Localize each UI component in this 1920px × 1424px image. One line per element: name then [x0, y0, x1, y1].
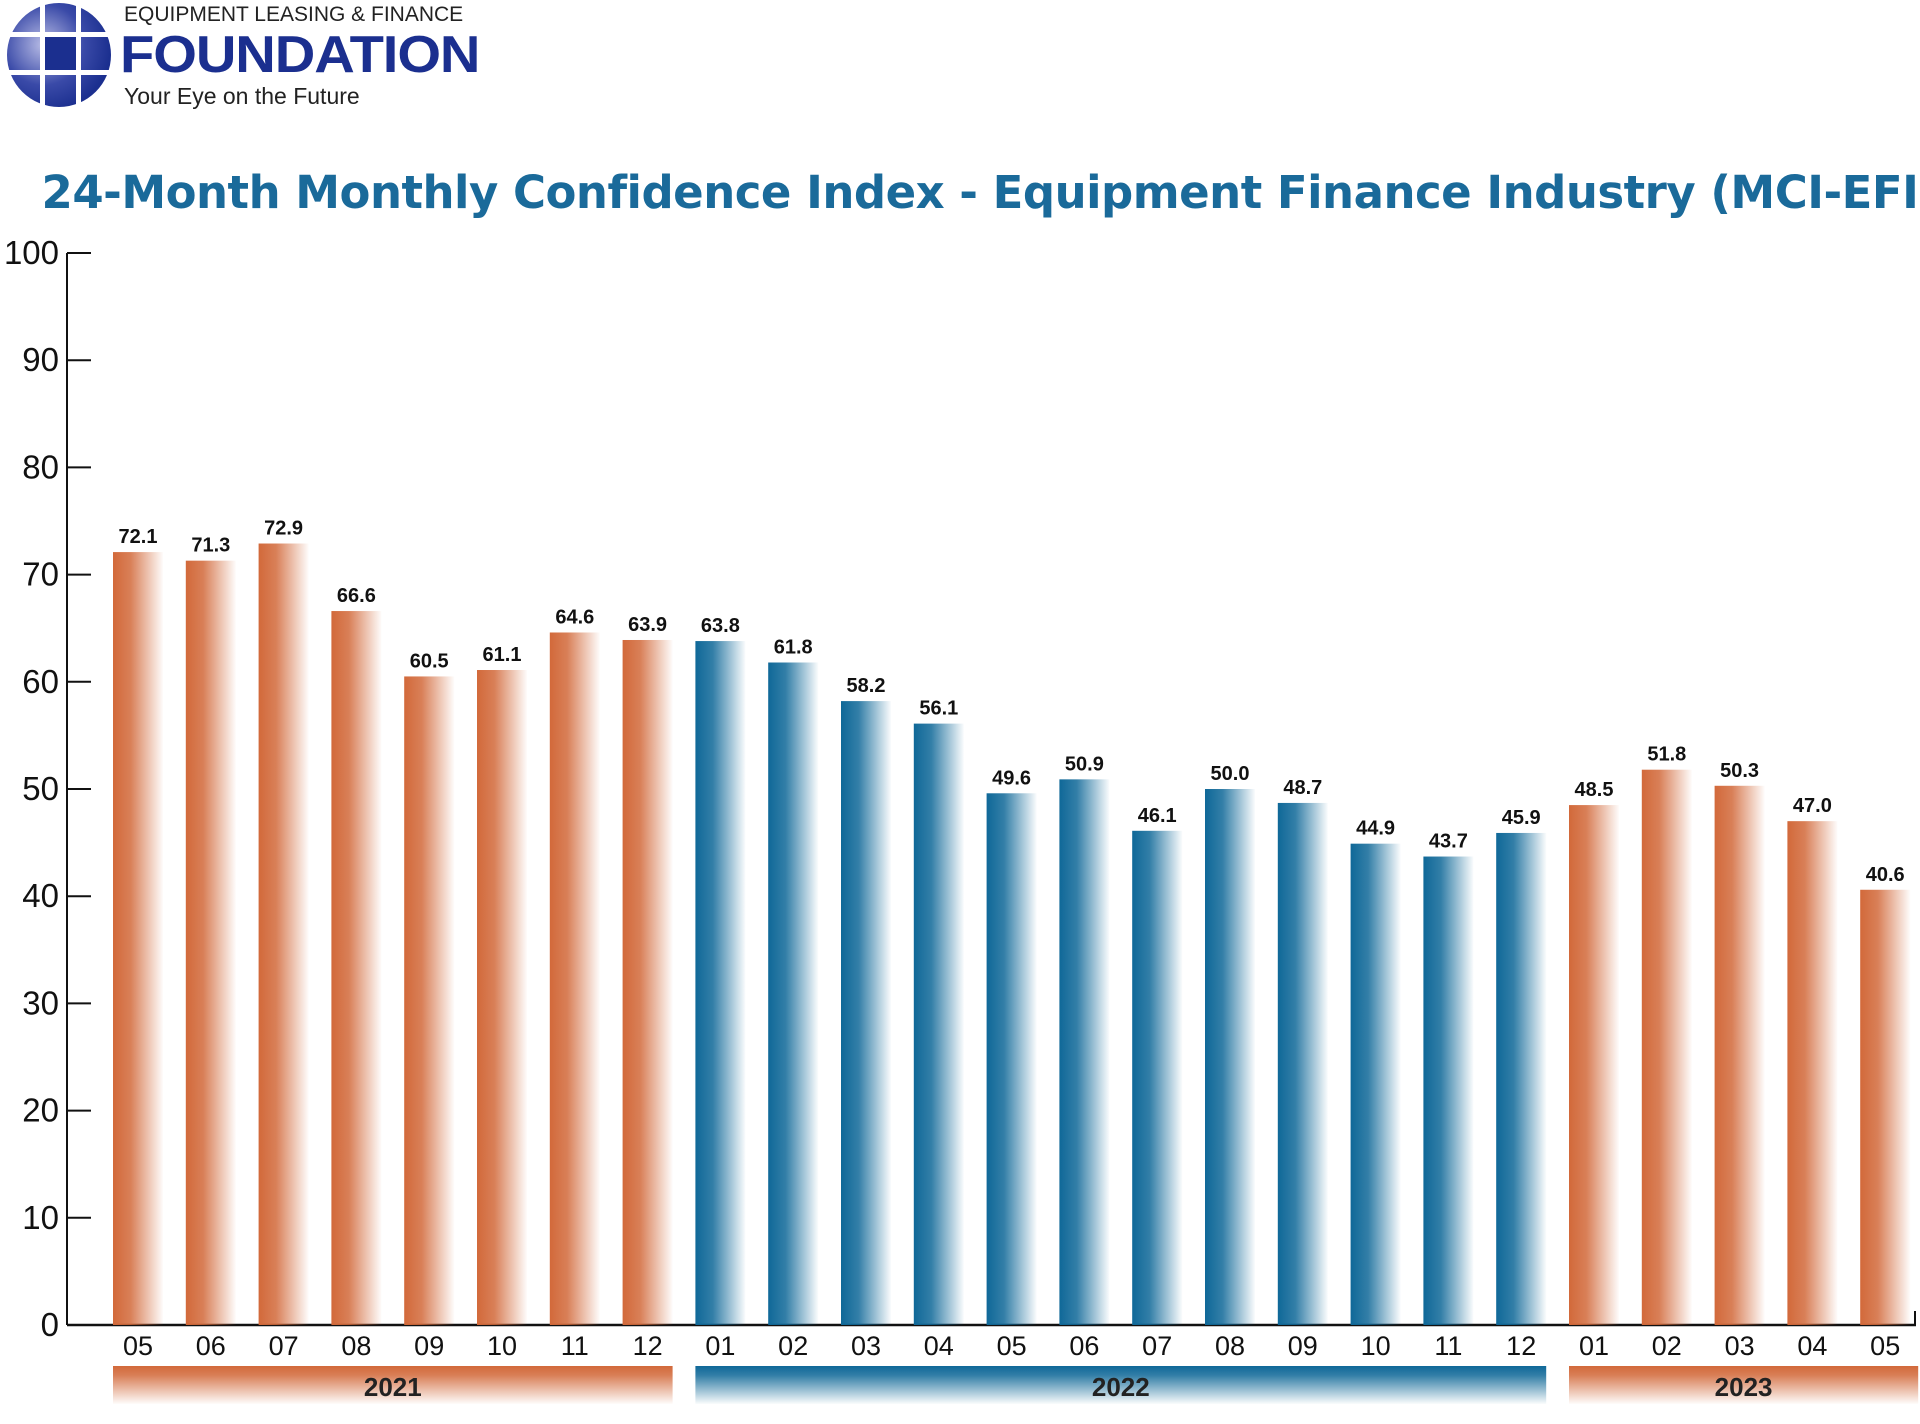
data-label: 63.8 — [701, 615, 740, 637]
y-tick-label: 50 — [22, 770, 59, 807]
x-tick-label: 09 — [1288, 1331, 1318, 1361]
data-label: 43.7 — [1429, 831, 1468, 853]
data-label: 63.9 — [628, 614, 667, 636]
bar-1 — [185, 560, 236, 1325]
globe-grid-icon — [6, 2, 112, 108]
bar-24 — [1860, 889, 1911, 1325]
data-label: 66.6 — [337, 585, 376, 607]
data-label: 46.1 — [1138, 805, 1177, 827]
bar-17 — [1350, 843, 1401, 1325]
bar-18 — [1423, 856, 1474, 1325]
bar-4 — [404, 676, 455, 1325]
x-tick-label: 12 — [1506, 1331, 1536, 1361]
y-tick-label: 40 — [22, 877, 59, 914]
data-label: 51.8 — [1647, 744, 1686, 766]
bar-19 — [1496, 832, 1547, 1325]
data-label: 56.1 — [919, 698, 958, 720]
data-label: 64.6 — [555, 606, 594, 628]
x-tick-label: 01 — [705, 1331, 735, 1361]
y-tick-label: 70 — [22, 556, 59, 593]
bar-12 — [986, 793, 1037, 1325]
data-label: 48.7 — [1283, 777, 1322, 799]
data-label: 47.0 — [1793, 795, 1832, 817]
bar-22 — [1714, 785, 1765, 1325]
year-band-2022 — [695, 1366, 1547, 1404]
x-tick-label: 03 — [851, 1331, 881, 1361]
x-tick-label: 02 — [1652, 1331, 1682, 1361]
data-label: 50.0 — [1211, 763, 1250, 785]
x-tick-label: 03 — [1725, 1331, 1755, 1361]
x-tick-label: 06 — [196, 1331, 226, 1361]
x-tick-label: 04 — [1797, 1331, 1827, 1361]
data-label: 45.9 — [1502, 807, 1541, 829]
logo-top-text: EQUIPMENT LEASING & FINANCE — [124, 3, 464, 26]
x-tick-label: 11 — [561, 1331, 589, 1361]
data-label: 72.1 — [119, 526, 158, 548]
bar-5 — [477, 670, 527, 1325]
bar-14 — [1132, 830, 1183, 1325]
year-label: 2021 — [364, 1372, 422, 1402]
x-tick-label: 05 — [997, 1331, 1027, 1361]
data-label: 44.9 — [1356, 818, 1395, 840]
data-label: 61.8 — [774, 637, 813, 659]
x-tick-label: 08 — [341, 1331, 371, 1361]
bar-0 — [113, 552, 163, 1325]
x-tick-label: 09 — [414, 1331, 444, 1361]
data-label: 50.3 — [1720, 760, 1759, 782]
x-tick-label: 11 — [1434, 1331, 1462, 1361]
logo-main-text: FOUNDATION — [120, 26, 480, 84]
x-tick-label: 07 — [1142, 1331, 1172, 1361]
x-tick-label: 12 — [633, 1331, 663, 1361]
bar-6 — [549, 632, 600, 1325]
year-label: 2023 — [1715, 1372, 1773, 1402]
y-tick-label: 20 — [22, 1092, 59, 1129]
data-label: 49.6 — [992, 767, 1031, 789]
data-label: 58.2 — [847, 675, 886, 697]
x-tick-label: 08 — [1215, 1331, 1245, 1361]
year-band-2021 — [113, 1366, 673, 1404]
y-tick-label: 90 — [22, 341, 59, 378]
x-tick-label: 01 — [1579, 1331, 1609, 1361]
data-label: 71.3 — [191, 535, 230, 557]
data-label: 48.5 — [1575, 779, 1614, 801]
logo-tagline: Your Eye on the Future — [124, 83, 360, 109]
y-tick-label: 30 — [22, 984, 59, 1021]
data-label: 61.1 — [483, 644, 522, 666]
y-tick-label: 100 — [4, 234, 59, 271]
bar-21 — [1641, 769, 1692, 1325]
year-label: 2022 — [1092, 1372, 1150, 1402]
bar-9 — [768, 662, 819, 1325]
bar-10 — [841, 701, 891, 1325]
data-label: 40.6 — [1866, 864, 1905, 886]
y-tick-label: 0 — [41, 1306, 59, 1343]
bar-3 — [331, 611, 382, 1325]
y-tick-label: 10 — [22, 1199, 59, 1236]
chart-title: 24-Month Monthly Confidence Index - Equi… — [41, 166, 1920, 219]
y-tick-label: 80 — [22, 448, 59, 485]
x-tick-label: 10 — [1361, 1331, 1391, 1361]
bar-15 — [1205, 789, 1255, 1325]
bar-20 — [1569, 805, 1619, 1325]
bar-13 — [1059, 779, 1110, 1325]
x-tick-label: 05 — [123, 1331, 153, 1361]
bar-16 — [1277, 802, 1328, 1325]
data-label: 60.5 — [410, 650, 449, 672]
x-tick-label: 05 — [1870, 1331, 1900, 1361]
x-tick-label: 02 — [778, 1331, 808, 1361]
data-label: 50.9 — [1065, 753, 1104, 775]
foundation-logo: EQUIPMENT LEASING & FINANCE FOUNDATION Y… — [4, 0, 504, 112]
x-tick-label: 10 — [487, 1331, 517, 1361]
bar-23 — [1787, 821, 1838, 1325]
x-tick-label: 06 — [1069, 1331, 1099, 1361]
bar-7 — [622, 639, 673, 1325]
x-tick-label: 04 — [924, 1331, 954, 1361]
bar-8 — [695, 641, 746, 1325]
year-band-2023 — [1569, 1366, 1919, 1404]
data-label: 72.9 — [264, 518, 303, 540]
y-tick-label: 60 — [22, 663, 59, 700]
x-tick-label: 07 — [269, 1331, 299, 1361]
bar-11 — [913, 723, 964, 1325]
bar-2 — [258, 543, 309, 1325]
